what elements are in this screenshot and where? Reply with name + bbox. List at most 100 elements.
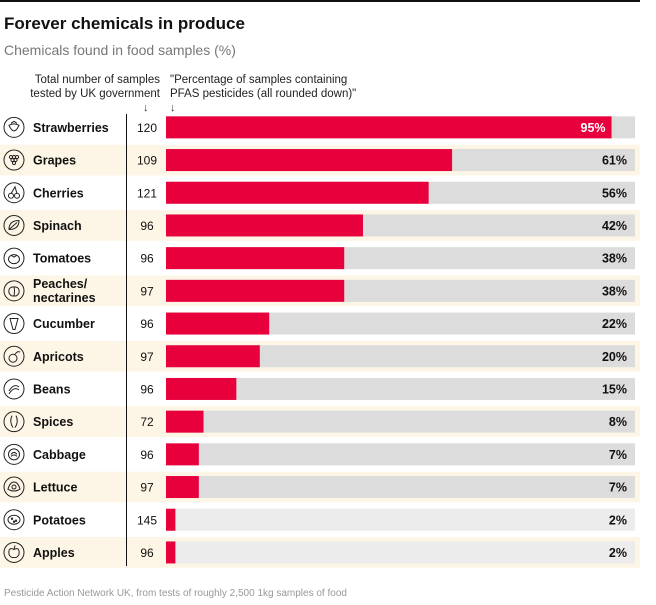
category-label: Strawberries: [33, 121, 109, 135]
sample-count: 96: [140, 252, 154, 266]
value-label: 38%: [602, 252, 627, 266]
category-label: Spinach: [33, 219, 82, 233]
bar: [166, 247, 345, 270]
category-label: Cherries: [33, 186, 84, 200]
bar-track: [166, 345, 635, 368]
samples-column-note: Total number of samples tested by UK gov…: [0, 73, 160, 101]
samples-note-line-2: tested by UK government: [30, 88, 160, 100]
chart-row: Lettuce 97 7%: [0, 471, 640, 503]
value-label: 95%: [581, 121, 606, 135]
chart-row: Spices 72 8%: [0, 406, 640, 437]
chart-row: Beans 96 15%: [3, 377, 635, 400]
spices-icon: [3, 411, 25, 433]
sample-count: 97: [140, 284, 154, 298]
sample-count: 121: [137, 186, 157, 200]
spinach-icon: [3, 214, 25, 236]
sample-count: 96: [140, 448, 154, 462]
value-label: 38%: [602, 284, 627, 298]
sample-count: 96: [140, 382, 154, 396]
category-label: Spices: [33, 415, 73, 429]
bar: [166, 279, 345, 302]
percentage-column-note: "Percentage of samples containing PFAS p…: [170, 73, 400, 101]
value-label: 7%: [609, 481, 627, 495]
grapes-icon: [3, 149, 25, 171]
chart-row: Apricots 97 20%: [0, 340, 640, 372]
category-label: Peaches/nectarines: [33, 277, 96, 305]
bar: [166, 181, 429, 204]
category-label: Cucumber: [33, 317, 95, 331]
value-label: 42%: [602, 219, 627, 233]
source-footer: Pesticide Action Network UK, from tests …: [4, 588, 347, 599]
category-label: Potatoes: [33, 513, 86, 527]
bar-track: [166, 312, 635, 335]
cherries-icon: [3, 182, 25, 204]
chart-row: Peaches/nectarines 97 38%: [0, 275, 640, 307]
category-label: Cabbage: [33, 448, 86, 462]
bar: [166, 410, 204, 433]
bar-track: [166, 443, 635, 466]
apple-icon: [3, 541, 25, 563]
category-label: Tomatoes: [33, 252, 91, 266]
bar: [166, 116, 612, 139]
column-divider: [126, 114, 127, 566]
value-label: 56%: [602, 186, 627, 200]
bar: [166, 345, 260, 368]
category-label: Apricots: [33, 350, 84, 364]
peach-icon: [3, 280, 25, 302]
cabbage-icon: [3, 443, 25, 465]
bar-track: [166, 476, 635, 499]
chart-row: Strawberries 120 95%: [3, 116, 635, 139]
down-arrow-icon: ↓: [143, 102, 149, 114]
chart-row: Cherries 121 56%: [3, 181, 635, 204]
chart-row: Cabbage 96 7%: [3, 443, 635, 466]
category-label: Beans: [33, 382, 71, 396]
chart-row: Potatoes 145 2%: [3, 508, 635, 531]
bar: [166, 541, 176, 564]
strawberry-icon: [3, 116, 25, 138]
beans-icon: [3, 378, 25, 400]
chart-row: Grapes 109 61%: [0, 144, 640, 176]
sample-count: 145: [137, 513, 157, 527]
lettuce-icon: [3, 476, 25, 498]
percentage-note-line-2: PFAS pesticides (all rounded down)": [170, 88, 357, 100]
value-label: 2%: [609, 546, 627, 560]
bar: [166, 214, 363, 237]
category-label: Grapes: [33, 154, 76, 168]
value-label: 61%: [602, 154, 627, 168]
bar: [166, 149, 453, 172]
cucumber-icon: [3, 313, 25, 335]
samples-note-line-1: Total number of samples: [34, 74, 160, 86]
category-label: Apples: [33, 546, 75, 560]
value-label: 20%: [602, 350, 627, 364]
value-label: 2%: [609, 513, 627, 527]
sample-count: 109: [137, 154, 157, 168]
sample-count: 96: [140, 546, 154, 560]
apricot-icon: [3, 345, 25, 367]
value-label: 22%: [602, 317, 627, 331]
chart-row: Tomatoes 96 38%: [3, 247, 635, 270]
chart-subtitle: Chemicals found in food samples (%): [4, 42, 236, 58]
value-label: 15%: [602, 382, 627, 396]
value-label: 8%: [609, 415, 627, 429]
bar-track: [166, 541, 635, 564]
chart-title: Forever chemicals in produce: [4, 14, 245, 33]
sample-count: 120: [137, 121, 157, 135]
bar-track: [166, 377, 635, 400]
chart-row: Spinach 96 42%: [0, 210, 640, 241]
bar: [166, 443, 199, 466]
value-label: 7%: [609, 448, 627, 462]
category-label: Lettuce: [33, 481, 78, 495]
sample-count: 96: [140, 219, 154, 233]
sample-count: 97: [140, 350, 154, 364]
bar: [166, 312, 270, 335]
sample-count: 96: [140, 317, 154, 331]
tomato-icon: [3, 247, 25, 269]
sample-count: 97: [140, 481, 154, 495]
down-arrow-icon: ↓: [170, 102, 176, 114]
sample-count: 72: [140, 415, 154, 429]
bar-chart: Strawberries 120 95% Grapes 109 61% Cherries 12…: [0, 116, 640, 568]
chart-row: Apples 96 2%: [0, 537, 640, 568]
bar: [166, 476, 199, 499]
bar-track: [166, 508, 635, 531]
potato-icon: [3, 509, 25, 531]
